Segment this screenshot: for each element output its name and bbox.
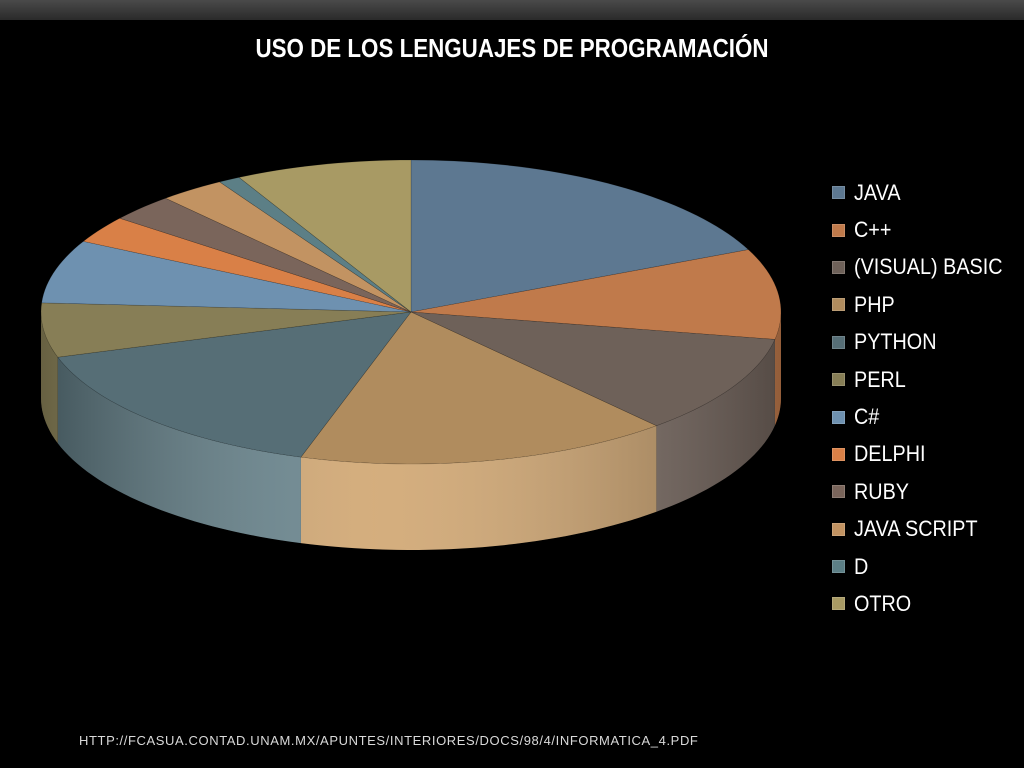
legend-swatch (832, 223, 845, 237)
legend-swatch (832, 298, 845, 312)
legend-label: D (854, 553, 869, 579)
top-bar (0, 0, 1024, 20)
pie-rim-group (41, 312, 781, 550)
source-link[interactable]: HTTP://FCASUA.CONTAD.UNAM.MX/APUNTES/INT… (79, 733, 699, 748)
pie-slice-visual-basic (410, 311, 776, 427)
pie-slice-php (300, 311, 658, 465)
legend-swatch (832, 447, 845, 461)
legend-label: PHP (854, 291, 895, 317)
legend-label: RUBY (854, 478, 910, 504)
legend-label: PERL (854, 366, 906, 392)
legend-item: D (832, 548, 1019, 585)
chart-legend: JAVA C++ (VISUAL) BASIC PHP PYTHON PERL … (832, 174, 1019, 623)
legend-label: JAVA (854, 179, 901, 205)
legend-item: JAVA (832, 174, 1019, 211)
pie-slice-otro (238, 159, 412, 313)
legend-swatch (832, 260, 845, 274)
pie-rim-shading (41, 312, 781, 550)
pie-slice-python (57, 311, 412, 458)
legend-item: JAVA SCRIPT (832, 511, 1019, 548)
legend-item: PYTHON (832, 324, 1019, 361)
legend-swatch (832, 597, 845, 611)
legend-label: PYTHON (854, 329, 937, 355)
legend-label: JAVA SCRIPT (854, 516, 978, 542)
legend-label: (VISUAL) BASIC (854, 254, 1003, 280)
legend-label: C# (854, 404, 880, 430)
legend-swatch (832, 410, 845, 424)
legend-swatch (832, 373, 845, 387)
legend-swatch (832, 560, 845, 574)
chart-title: USO DE LOS LENGUAJES DE PROGRAMACIÓN (255, 33, 769, 63)
pie-top-group (40, 159, 782, 465)
legend-item: DELPHI (832, 436, 1019, 473)
legend-label: C++ (854, 217, 892, 243)
pie-slice-java-script (164, 181, 412, 313)
legend-swatch (832, 485, 845, 499)
legend-item: PERL (832, 361, 1019, 398)
pie-slice-c (41, 241, 412, 313)
pie-slice-java (410, 159, 750, 313)
pie-slice-perl (40, 302, 412, 358)
pie-slice-c (410, 249, 782, 340)
legend-item: C++ (832, 211, 1019, 248)
legend-item: OTRO (832, 585, 1019, 622)
pie-slice-ruby (118, 197, 412, 313)
legend-swatch (832, 335, 845, 349)
legend-item: PHP (832, 286, 1019, 323)
pie-slice-delphi (82, 217, 412, 313)
legend-label: OTRO (854, 590, 912, 616)
legend-item: C# (832, 398, 1019, 435)
legend-swatch (832, 186, 845, 200)
legend-swatch (832, 522, 845, 536)
legend-item: (VISUAL) BASIC (832, 249, 1019, 286)
legend-item: RUBY (832, 473, 1019, 510)
legend-label: DELPHI (854, 441, 926, 467)
